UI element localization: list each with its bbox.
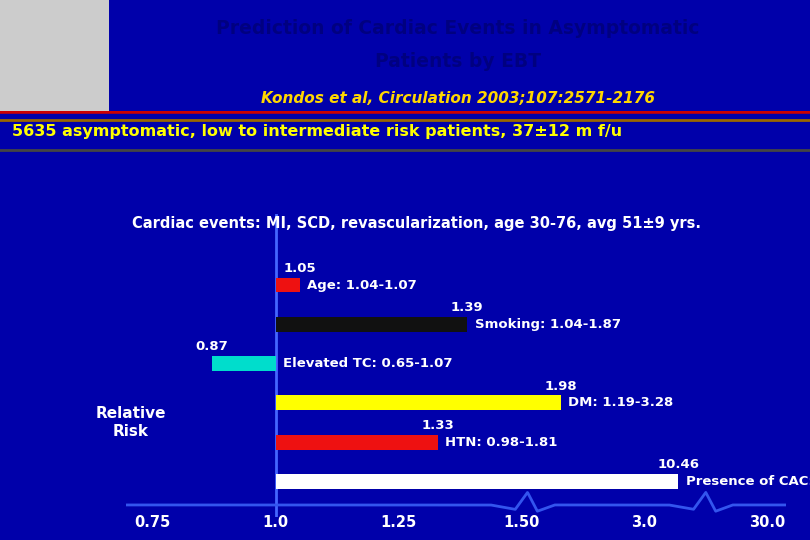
Text: Kondos et al, Circulation 2003;107:2571-2176: Kondos et al, Circulation 2003;107:2571-… (261, 91, 654, 106)
Text: Patients by EBT: Patients by EBT (374, 52, 541, 71)
Text: 1.33: 1.33 (421, 419, 454, 432)
Text: 1.0: 1.0 (262, 515, 288, 530)
Bar (275, 435, 437, 450)
Bar (211, 356, 275, 371)
Text: 1.50: 1.50 (503, 515, 539, 530)
Bar (275, 395, 561, 410)
Text: Age: 1.04-1.07: Age: 1.04-1.07 (308, 279, 417, 292)
Text: 1.98: 1.98 (544, 380, 577, 393)
Text: Elevated TC: 0.65-1.07: Elevated TC: 0.65-1.07 (283, 357, 453, 370)
Bar (275, 474, 678, 489)
Text: Smoking: 1.04-1.87: Smoking: 1.04-1.87 (475, 318, 620, 331)
Text: DM: 1.19-3.28: DM: 1.19-3.28 (568, 396, 673, 409)
Text: Cardiac events: MI, SCD, revascularization, age 30-76, avg 51±9 yrs.: Cardiac events: MI, SCD, revascularizati… (132, 217, 701, 231)
Text: Relative
Risk: Relative Risk (96, 406, 166, 438)
Text: 30.0: 30.0 (749, 515, 786, 530)
Text: 1.25: 1.25 (381, 515, 416, 530)
Text: 0.75: 0.75 (134, 515, 171, 530)
Text: 5635 asymptomatic, low to intermediate risk patients, 37±12 m f/u: 5635 asymptomatic, low to intermediate r… (12, 124, 622, 139)
Bar (275, 317, 467, 332)
Bar (275, 278, 301, 293)
Text: 3.0: 3.0 (631, 515, 658, 530)
Text: 10.46: 10.46 (657, 458, 699, 471)
Text: HTN: 0.98-1.81: HTN: 0.98-1.81 (446, 436, 557, 449)
Text: Prediction of Cardiac Events in Asymptomatic: Prediction of Cardiac Events in Asymptom… (216, 19, 699, 38)
Text: 1.05: 1.05 (284, 262, 317, 275)
Text: 1.39: 1.39 (451, 301, 484, 314)
Text: Presence of CAC: 3.85-28.4: Presence of CAC: 3.85-28.4 (686, 475, 810, 488)
Text: 0.87: 0.87 (195, 340, 228, 353)
Bar (0, 0, 109, 111)
